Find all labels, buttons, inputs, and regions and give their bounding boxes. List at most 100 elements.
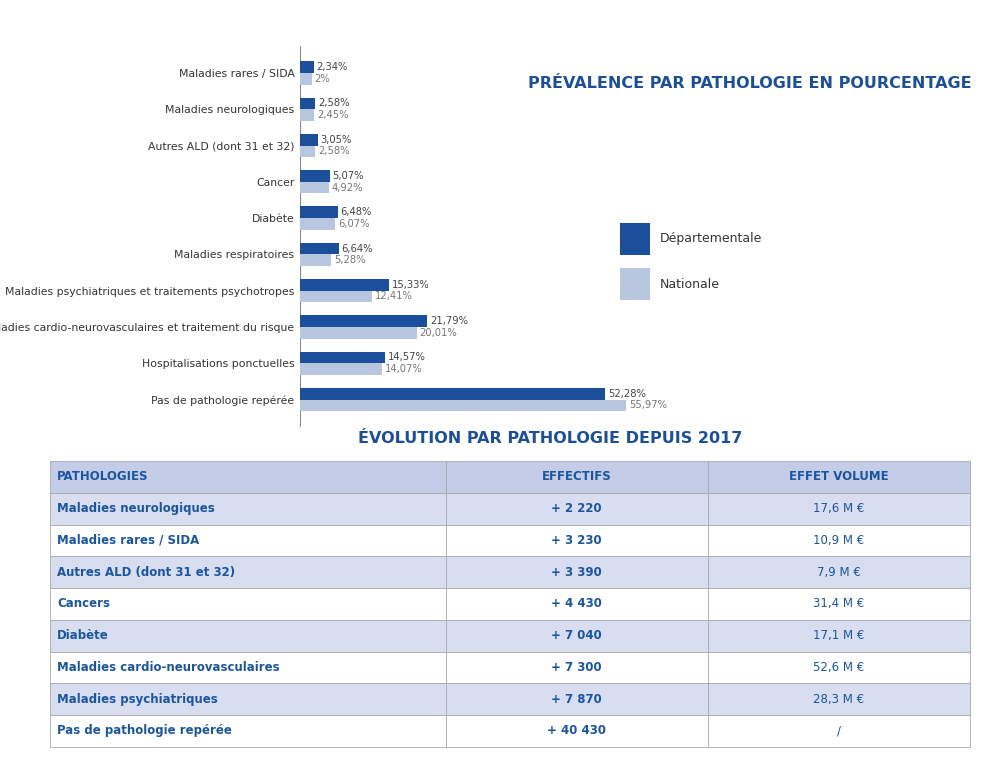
Bar bbox=[300, 170, 330, 182]
Bar bbox=[50, 684, 446, 715]
Bar bbox=[300, 399, 626, 411]
Text: + 2 220: + 2 220 bbox=[551, 502, 602, 515]
Bar bbox=[708, 493, 970, 524]
Text: 52,6 M €: 52,6 M € bbox=[813, 661, 865, 674]
Bar bbox=[300, 315, 427, 327]
FancyBboxPatch shape bbox=[620, 268, 650, 300]
Bar bbox=[300, 243, 339, 255]
Text: 6,64%: 6,64% bbox=[342, 244, 373, 254]
Text: 12,41%: 12,41% bbox=[375, 291, 413, 302]
Bar bbox=[446, 652, 708, 684]
Text: 2,34%: 2,34% bbox=[317, 62, 348, 72]
Text: 20,01%: 20,01% bbox=[420, 328, 457, 338]
Text: Maladies psychiatriques: Maladies psychiatriques bbox=[57, 693, 218, 706]
Text: 31,4 M €: 31,4 M € bbox=[813, 597, 865, 610]
Text: + 4 430: + 4 430 bbox=[551, 597, 602, 610]
Bar bbox=[300, 351, 385, 363]
Bar bbox=[300, 146, 315, 157]
Text: 52,28%: 52,28% bbox=[608, 389, 646, 399]
Text: 6,07%: 6,07% bbox=[338, 219, 370, 229]
Bar bbox=[50, 524, 446, 556]
Bar bbox=[708, 620, 970, 652]
Text: Pas de pathologie repérée: Pas de pathologie repérée bbox=[57, 725, 232, 738]
Text: 4,92%: 4,92% bbox=[332, 183, 363, 193]
Bar bbox=[300, 327, 417, 338]
Bar bbox=[50, 715, 446, 747]
Text: 6,48%: 6,48% bbox=[341, 207, 372, 217]
FancyBboxPatch shape bbox=[620, 223, 650, 255]
Bar bbox=[50, 556, 446, 588]
Bar bbox=[300, 255, 331, 266]
Text: 17,1 M €: 17,1 M € bbox=[813, 629, 865, 642]
Bar bbox=[708, 652, 970, 684]
Text: 14,57%: 14,57% bbox=[388, 352, 426, 363]
Text: PRÉVALENCE PAR PATHOLOGIE EN POURCENTAGE: PRÉVALENCE PAR PATHOLOGIE EN POURCENTAGE bbox=[528, 76, 972, 91]
Bar bbox=[50, 588, 446, 620]
Text: Cancers: Cancers bbox=[57, 597, 110, 610]
Bar bbox=[446, 461, 708, 493]
Bar bbox=[300, 134, 318, 146]
Text: 7,9 M €: 7,9 M € bbox=[817, 565, 861, 578]
Text: 28,3 M €: 28,3 M € bbox=[813, 693, 864, 706]
Text: 55,97%: 55,97% bbox=[629, 400, 667, 410]
Bar bbox=[708, 588, 970, 620]
Text: + 3 390: + 3 390 bbox=[551, 565, 602, 578]
Text: Nationale: Nationale bbox=[660, 278, 720, 291]
Text: 17,6 M €: 17,6 M € bbox=[813, 502, 865, 515]
Bar bbox=[300, 61, 314, 73]
Bar bbox=[300, 98, 315, 109]
Bar bbox=[446, 493, 708, 524]
Bar bbox=[708, 461, 970, 493]
Text: EFFET VOLUME: EFFET VOLUME bbox=[789, 470, 889, 483]
Text: Maladies neurologiques: Maladies neurologiques bbox=[57, 502, 215, 515]
Bar bbox=[446, 620, 708, 652]
Text: 14,07%: 14,07% bbox=[385, 364, 423, 374]
Bar bbox=[708, 684, 970, 715]
Text: + 40 430: + 40 430 bbox=[547, 725, 606, 738]
Text: Maladies rares / SIDA: Maladies rares / SIDA bbox=[57, 534, 200, 547]
Bar bbox=[300, 279, 389, 290]
Text: /: / bbox=[837, 725, 841, 738]
Bar bbox=[50, 652, 446, 684]
Text: + 7 300: + 7 300 bbox=[551, 661, 602, 674]
Text: Autres ALD (dont 31 et 32): Autres ALD (dont 31 et 32) bbox=[57, 565, 235, 578]
Bar bbox=[446, 588, 708, 620]
Text: Départementale: Départementale bbox=[660, 232, 762, 245]
Text: ÉVOLUTION PAR PATHOLOGIE DEPUIS 2017: ÉVOLUTION PAR PATHOLOGIE DEPUIS 2017 bbox=[358, 431, 742, 446]
Text: 2,58%: 2,58% bbox=[318, 146, 349, 156]
Bar bbox=[446, 715, 708, 747]
Text: 2,58%: 2,58% bbox=[318, 98, 349, 108]
Text: 10,9 M €: 10,9 M € bbox=[813, 534, 865, 547]
Bar bbox=[50, 620, 446, 652]
Bar bbox=[300, 388, 605, 399]
Bar bbox=[50, 461, 446, 493]
Text: PATHOLOGIES: PATHOLOGIES bbox=[57, 470, 149, 483]
Text: 3,05%: 3,05% bbox=[321, 135, 352, 145]
Bar bbox=[300, 290, 372, 303]
Bar bbox=[300, 182, 329, 194]
Bar bbox=[708, 556, 970, 588]
Text: 21,79%: 21,79% bbox=[430, 316, 468, 326]
Bar bbox=[446, 684, 708, 715]
Text: Diabète: Diabète bbox=[57, 629, 109, 642]
Bar bbox=[708, 715, 970, 747]
Text: + 7 870: + 7 870 bbox=[551, 693, 602, 706]
Text: 15,33%: 15,33% bbox=[392, 280, 430, 290]
Bar bbox=[300, 363, 382, 375]
Text: 5,07%: 5,07% bbox=[332, 171, 364, 181]
Bar bbox=[300, 73, 312, 85]
Text: + 7 040: + 7 040 bbox=[551, 629, 602, 642]
Text: 2,45%: 2,45% bbox=[317, 110, 349, 120]
Bar bbox=[446, 524, 708, 556]
Text: EFFECTIFS: EFFECTIFS bbox=[542, 470, 612, 483]
Text: 5,28%: 5,28% bbox=[334, 255, 365, 265]
Bar bbox=[446, 556, 708, 588]
Text: + 3 230: + 3 230 bbox=[551, 534, 602, 547]
Text: 2%: 2% bbox=[315, 74, 330, 84]
Bar bbox=[300, 218, 335, 229]
Bar bbox=[708, 524, 970, 556]
Bar bbox=[300, 109, 314, 121]
Bar bbox=[50, 493, 446, 524]
Text: Maladies cardio-neurovasculaires: Maladies cardio-neurovasculaires bbox=[57, 661, 280, 674]
Bar bbox=[300, 207, 338, 218]
